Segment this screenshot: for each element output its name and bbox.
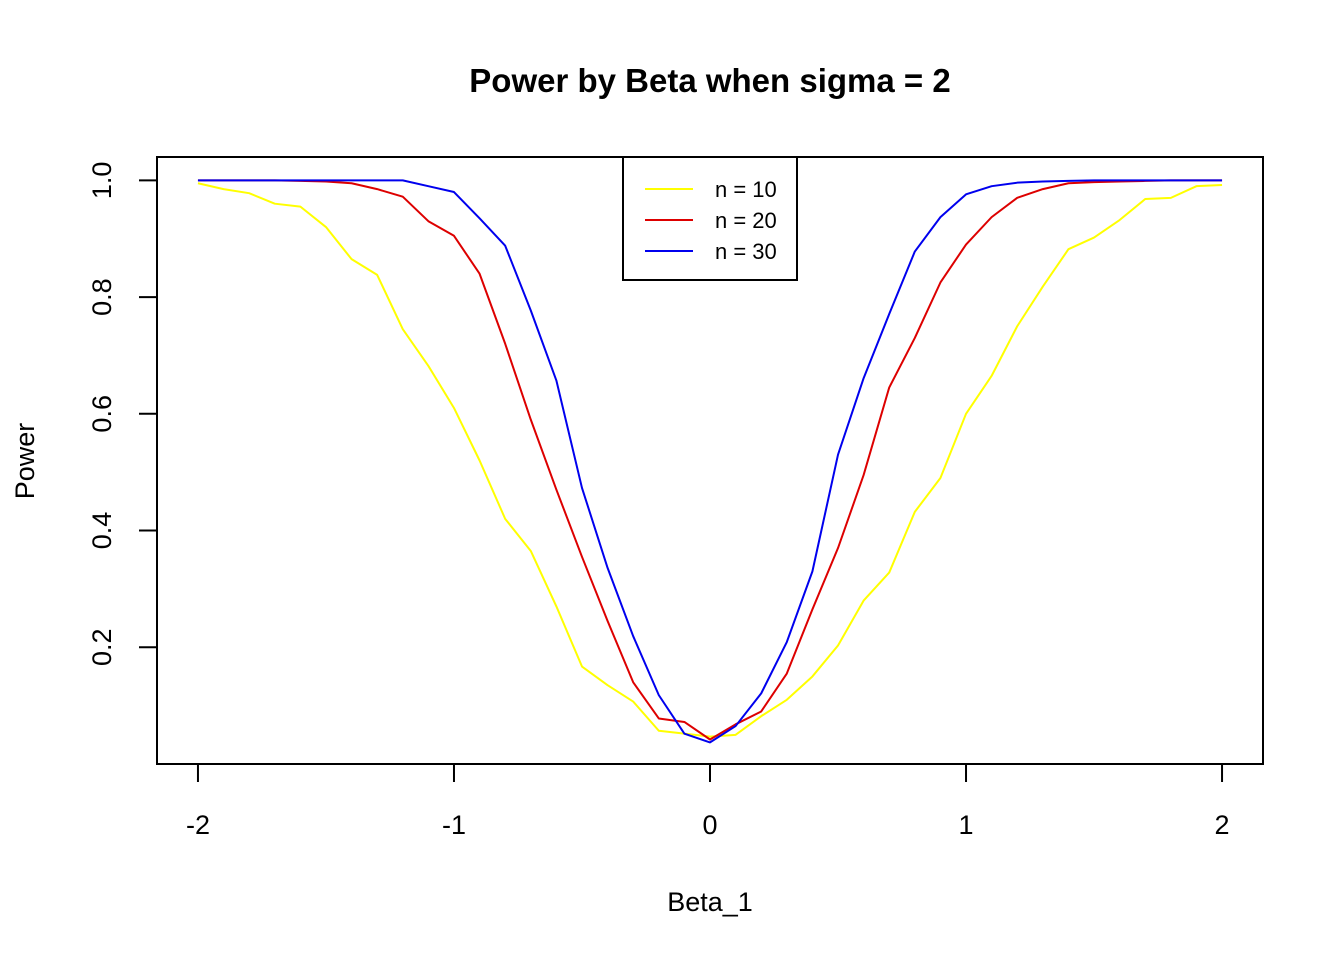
legend-label-2: n = 20 (715, 208, 777, 233)
y-axis-label: Power (10, 423, 40, 500)
chart-title: Power by Beta when sigma = 2 (469, 62, 950, 99)
x-tick-label: 0 (702, 810, 717, 840)
x-axis-label: Beta_1 (667, 887, 753, 917)
x-tick-label: -1 (442, 810, 466, 840)
legend-items: n = 10 n = 20 n = 30 (645, 177, 777, 264)
x-tick-label: -2 (186, 810, 210, 840)
legend-label-3: n = 30 (715, 239, 777, 264)
legend-label-1: n = 10 (715, 177, 777, 202)
series-lines (197, 179, 1223, 744)
y-tick-label: 0.4 (87, 512, 117, 550)
y-tick-label: 0.2 (87, 628, 117, 666)
y-tick-label: 0.8 (87, 278, 117, 316)
y-tick-label: 1.0 (87, 162, 117, 200)
y-axis: 0.2 0.4 0.6 0.8 1.0 (87, 162, 158, 666)
series-line-2 (197, 179, 1223, 741)
x-axis: -2 -1 0 1 2 (186, 763, 1230, 840)
series-line-1 (197, 182, 1223, 738)
x-tick-label: 1 (959, 810, 974, 840)
y-tick-label: 0.6 (87, 395, 117, 433)
legend-box (622, 156, 798, 281)
x-tick-label: 2 (1215, 810, 1230, 840)
legend: n = 10 n = 20 n = 30 (622, 156, 798, 281)
series-line-3 (197, 179, 1223, 744)
